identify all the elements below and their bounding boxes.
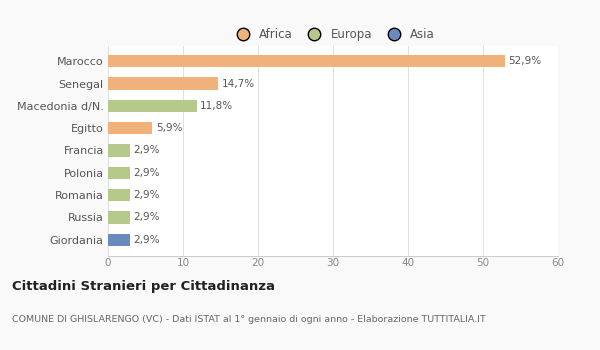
Text: 11,8%: 11,8% bbox=[200, 101, 233, 111]
Bar bbox=[108, 234, 130, 246]
Legend: Africa, Europa, Asia: Africa, Europa, Asia bbox=[227, 24, 439, 44]
Text: 2,9%: 2,9% bbox=[133, 212, 160, 223]
Bar bbox=[108, 189, 130, 201]
Bar bbox=[108, 77, 218, 90]
Bar bbox=[108, 100, 197, 112]
Text: 52,9%: 52,9% bbox=[509, 56, 542, 66]
Bar bbox=[108, 144, 130, 157]
Text: 2,9%: 2,9% bbox=[133, 190, 160, 200]
Bar bbox=[108, 167, 130, 179]
Text: 2,9%: 2,9% bbox=[133, 146, 160, 155]
Bar bbox=[108, 55, 505, 67]
Bar bbox=[108, 122, 152, 134]
Bar bbox=[108, 211, 130, 224]
Text: 5,9%: 5,9% bbox=[156, 123, 182, 133]
Text: Cittadini Stranieri per Cittadinanza: Cittadini Stranieri per Cittadinanza bbox=[12, 280, 275, 293]
Text: 2,9%: 2,9% bbox=[133, 168, 160, 178]
Text: 2,9%: 2,9% bbox=[133, 235, 160, 245]
Text: COMUNE DI GHISLARENGO (VC) - Dati ISTAT al 1° gennaio di ogni anno - Elaborazion: COMUNE DI GHISLARENGO (VC) - Dati ISTAT … bbox=[12, 315, 486, 324]
Text: 14,7%: 14,7% bbox=[222, 78, 255, 89]
